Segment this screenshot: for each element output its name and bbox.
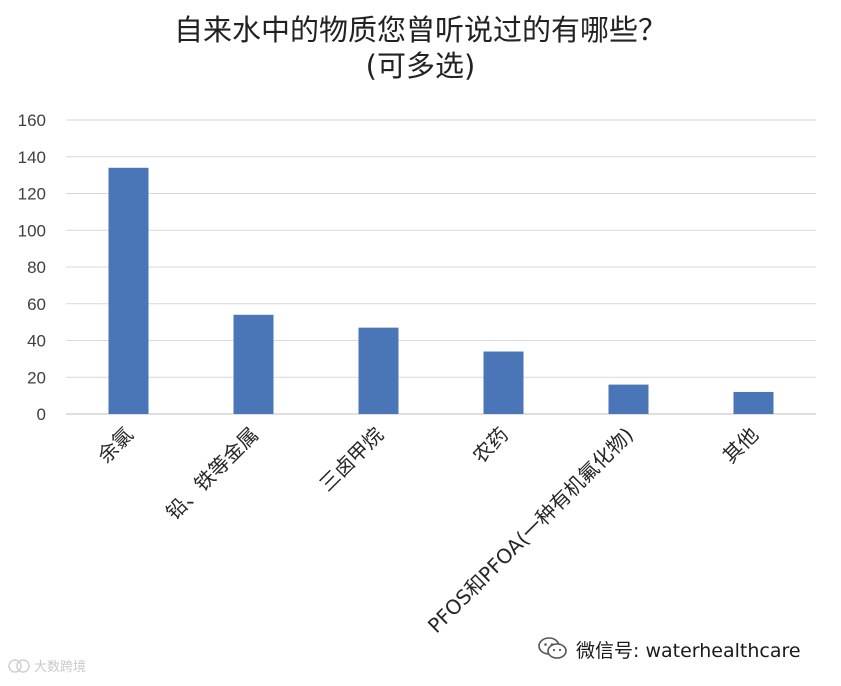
bar <box>483 351 524 414</box>
bar <box>608 384 649 414</box>
y-tick-label: 0 <box>37 405 46 424</box>
y-tick-label: 100 <box>18 221 46 240</box>
wechat-watermark: 微信号: waterhealthcare <box>538 636 801 662</box>
wechat-id-text: 微信号: waterhealthcare <box>576 639 801 662</box>
y-tick-label: 80 <box>27 258 46 277</box>
x-tick-label: 余氯 <box>93 423 138 468</box>
bar <box>358 327 399 414</box>
wechat-icon <box>538 637 567 659</box>
x-tick-label: 其他 <box>718 423 763 468</box>
corner-watermark: 大数跨境 <box>8 656 86 675</box>
y-tick-label: 120 <box>18 185 46 204</box>
bars <box>108 167 774 414</box>
grid-lines <box>66 119 816 415</box>
bar <box>233 314 274 414</box>
bar <box>108 167 149 414</box>
x-tick-label: 农药 <box>468 423 513 468</box>
y-tick-label: 60 <box>27 295 46 314</box>
chart-title-block: 自来水中的物质您曾听说过的有哪些？ (可多选) <box>0 12 841 84</box>
y-tick-label: 140 <box>18 148 46 167</box>
corner-logo-icon <box>8 658 30 673</box>
y-tick-label: 20 <box>27 368 46 387</box>
chart-title: 自来水中的物质您曾听说过的有哪些？ <box>173 13 667 47</box>
x-tick-label: PFOS和PFOA(一种有机氟化物) <box>423 423 638 638</box>
y-tick-labels: 0 20 40 60 80 100 120 140 160 <box>18 111 46 424</box>
y-tick-label: 160 <box>18 111 46 130</box>
corner-watermark-text: 大数跨境 <box>34 660 87 675</box>
bar <box>733 391 774 414</box>
chart-subtitle: (可多选) <box>365 49 476 83</box>
x-tick-label: 三卤甲烷 <box>314 423 388 497</box>
y-tick-label: 40 <box>27 332 46 351</box>
x-tick-label: 铅、铁等金属 <box>161 423 263 525</box>
